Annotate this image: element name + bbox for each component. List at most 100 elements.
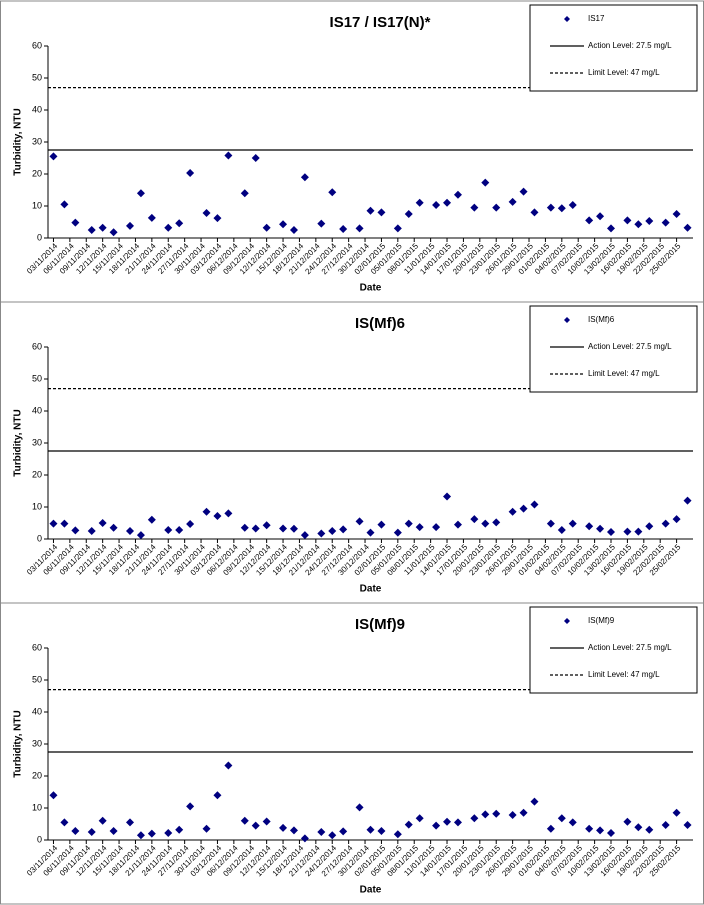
data-point bbox=[530, 208, 539, 217]
data-point bbox=[453, 190, 462, 199]
data-point bbox=[672, 515, 681, 524]
data-point bbox=[289, 524, 298, 533]
y-axis-label: Turbidity, NTU bbox=[13, 409, 24, 476]
data-point bbox=[279, 220, 288, 229]
y-tick-label: 60 bbox=[32, 341, 42, 351]
data-point bbox=[645, 825, 654, 834]
data-point bbox=[87, 828, 96, 836]
data-point bbox=[202, 209, 211, 218]
data-point bbox=[147, 213, 156, 222]
data-point bbox=[443, 492, 452, 501]
chart-title: IS17 / IS17(N)* bbox=[330, 14, 431, 31]
data-point bbox=[470, 515, 479, 524]
data-point bbox=[519, 808, 528, 817]
data-point bbox=[213, 214, 222, 223]
data-point bbox=[377, 827, 386, 836]
data-point bbox=[262, 817, 271, 826]
data-point bbox=[683, 496, 692, 505]
data-point bbox=[683, 820, 692, 829]
data-point bbox=[645, 217, 654, 226]
data-point bbox=[470, 203, 479, 212]
y-tick-label: 0 bbox=[37, 533, 42, 543]
data-point bbox=[87, 527, 96, 535]
data-point bbox=[585, 522, 594, 531]
legend-label: IS(Mf)6 bbox=[588, 315, 615, 324]
data-point bbox=[366, 528, 375, 537]
y-tick-label: 60 bbox=[32, 40, 42, 50]
data-point bbox=[328, 831, 337, 840]
legend-marker bbox=[564, 317, 570, 323]
data-point bbox=[634, 220, 643, 229]
legend-marker bbox=[564, 618, 570, 624]
data-point bbox=[49, 519, 58, 528]
data-point bbox=[202, 507, 211, 516]
data-point bbox=[596, 524, 605, 533]
legend-box bbox=[529, 4, 698, 92]
y-tick-label: 0 bbox=[37, 834, 42, 844]
data-point bbox=[109, 523, 118, 532]
data-point bbox=[366, 206, 375, 215]
data-point bbox=[164, 828, 173, 837]
y-tick-label: 40 bbox=[32, 104, 42, 114]
data-point bbox=[661, 820, 670, 829]
data-point bbox=[98, 816, 107, 825]
data-point bbox=[71, 827, 80, 836]
data-point bbox=[519, 187, 528, 196]
data-point bbox=[147, 829, 156, 838]
data-point bbox=[645, 522, 654, 531]
data-point bbox=[623, 216, 632, 225]
data-point bbox=[470, 814, 479, 823]
data-point bbox=[481, 810, 490, 819]
data-point bbox=[317, 219, 326, 228]
data-point bbox=[279, 823, 288, 832]
data-point bbox=[125, 818, 134, 827]
data-point bbox=[164, 526, 173, 535]
chart-panel: IS(Mf)6010203040506003/11/201406/11/2014… bbox=[0, 301, 704, 604]
data-point bbox=[300, 531, 309, 540]
data-point bbox=[87, 226, 96, 234]
data-point bbox=[568, 201, 577, 210]
legend-label: Action Level: 27.5 mg/L bbox=[588, 643, 672, 652]
data-point bbox=[585, 216, 594, 225]
data-point bbox=[683, 223, 692, 232]
data-point bbox=[224, 761, 233, 770]
data-point bbox=[251, 524, 260, 533]
data-point bbox=[175, 219, 184, 228]
data-point bbox=[49, 152, 58, 161]
legend-label: Action Level: 27.5 mg/L bbox=[588, 41, 672, 50]
data-point bbox=[432, 523, 441, 532]
data-point bbox=[175, 825, 184, 834]
y-tick-label: 10 bbox=[32, 200, 42, 210]
data-point bbox=[339, 525, 348, 534]
y-tick-label: 20 bbox=[32, 770, 42, 780]
data-point bbox=[71, 218, 80, 227]
data-point bbox=[415, 198, 424, 207]
data-point bbox=[328, 527, 337, 535]
data-point bbox=[60, 519, 69, 528]
data-point bbox=[213, 511, 222, 520]
data-point bbox=[240, 523, 249, 532]
data-point bbox=[317, 529, 326, 538]
y-tick-label: 20 bbox=[32, 168, 42, 178]
data-point bbox=[328, 188, 337, 197]
data-point bbox=[147, 515, 156, 524]
data-point bbox=[404, 519, 413, 528]
data-point bbox=[415, 523, 424, 532]
data-point bbox=[492, 518, 501, 527]
data-point bbox=[164, 223, 173, 232]
data-point bbox=[262, 521, 271, 530]
data-point bbox=[377, 520, 386, 529]
data-point bbox=[443, 817, 452, 826]
data-point bbox=[136, 831, 145, 840]
x-axis-label: Date bbox=[360, 283, 382, 294]
data-point bbox=[289, 226, 298, 234]
data-point bbox=[607, 828, 616, 837]
chart-panel: IS(Mf)9010203040506003/11/201406/11/2014… bbox=[0, 602, 704, 905]
data-point bbox=[508, 811, 517, 820]
data-point bbox=[251, 154, 260, 162]
data-point bbox=[213, 791, 222, 800]
data-point bbox=[186, 519, 195, 528]
y-tick-label: 30 bbox=[32, 136, 42, 146]
